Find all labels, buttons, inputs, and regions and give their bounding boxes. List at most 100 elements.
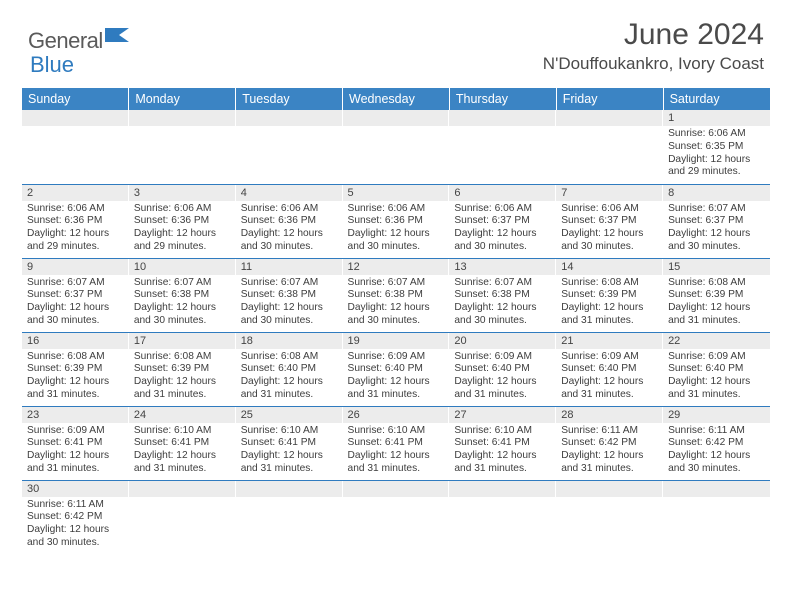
day-number: 18	[236, 333, 343, 349]
day-details: Sunrise: 6:08 AMSunset: 6:39 PMDaylight:…	[129, 349, 236, 405]
day-number: 3	[129, 185, 236, 201]
day-detail-line: and 30 minutes.	[668, 463, 765, 476]
day-detail-line: Sunrise: 6:07 AM	[668, 203, 765, 216]
day-detail-line: Sunset: 6:39 PM	[27, 363, 124, 376]
day-details: Sunrise: 6:11 AMSunset: 6:42 PMDaylight:…	[663, 423, 770, 479]
day-number: 6	[449, 185, 556, 201]
calendar-day-cell: 21Sunrise: 6:09 AMSunset: 6:40 PMDayligh…	[556, 332, 663, 406]
day-number	[343, 481, 450, 497]
day-number	[556, 110, 663, 126]
calendar-day-cell	[663, 480, 770, 554]
day-header: Wednesday	[343, 88, 450, 110]
day-number: 12	[343, 259, 450, 275]
day-detail-line: and 30 minutes.	[241, 315, 338, 328]
day-detail-line: and 31 minutes.	[27, 463, 124, 476]
day-detail-line: Sunset: 6:40 PM	[454, 363, 551, 376]
day-detail-line: Sunset: 6:37 PM	[668, 215, 765, 228]
title-block: June 2024 N'Douffoukankro, Ivory Coast	[543, 18, 764, 74]
calendar-day-cell: 10Sunrise: 6:07 AMSunset: 6:38 PMDayligh…	[129, 258, 236, 332]
day-detail-line: Daylight: 12 hours	[454, 302, 551, 315]
calendar-header-row: SundayMondayTuesdayWednesdayThursdayFrid…	[22, 88, 770, 110]
day-detail-line: Sunset: 6:41 PM	[454, 437, 551, 450]
day-detail-line: Sunrise: 6:06 AM	[454, 203, 551, 216]
calendar-day-cell: 30Sunrise: 6:11 AMSunset: 6:42 PMDayligh…	[22, 480, 129, 554]
day-detail-line: Daylight: 12 hours	[134, 450, 231, 463]
day-detail-line: Sunset: 6:40 PM	[561, 363, 658, 376]
day-number	[236, 110, 343, 126]
day-details: Sunrise: 6:07 AMSunset: 6:38 PMDaylight:…	[343, 275, 450, 331]
calendar-week-row: 2Sunrise: 6:06 AMSunset: 6:36 PMDaylight…	[22, 184, 770, 258]
day-detail-line: Sunrise: 6:09 AM	[348, 351, 445, 364]
day-details: Sunrise: 6:06 AMSunset: 6:37 PMDaylight:…	[556, 201, 663, 257]
calendar-week-row: 23Sunrise: 6:09 AMSunset: 6:41 PMDayligh…	[22, 406, 770, 480]
day-details: Sunrise: 6:07 AMSunset: 6:38 PMDaylight:…	[449, 275, 556, 331]
day-detail-line: and 31 minutes.	[454, 389, 551, 402]
day-detail-line: Daylight: 12 hours	[27, 376, 124, 389]
calendar-body: 1Sunrise: 6:06 AMSunset: 6:35 PMDaylight…	[22, 110, 770, 554]
day-detail-line: and 31 minutes.	[348, 463, 445, 476]
day-detail-line: Daylight: 12 hours	[348, 302, 445, 315]
day-detail-line: and 30 minutes.	[27, 537, 124, 550]
day-detail-line: Sunset: 6:35 PM	[668, 141, 765, 154]
day-detail-line: Sunrise: 6:10 AM	[241, 425, 338, 438]
day-detail-line: Daylight: 12 hours	[27, 302, 124, 315]
day-detail-line: Sunset: 6:36 PM	[27, 215, 124, 228]
day-detail-line: and 31 minutes.	[134, 463, 231, 476]
day-header: Saturday	[663, 88, 770, 110]
day-detail-line: Sunset: 6:39 PM	[561, 289, 658, 302]
calendar-day-cell: 26Sunrise: 6:10 AMSunset: 6:41 PMDayligh…	[343, 406, 450, 480]
day-number: 24	[129, 407, 236, 423]
day-header: Monday	[129, 88, 236, 110]
day-detail-line: Sunset: 6:36 PM	[348, 215, 445, 228]
day-detail-line: and 31 minutes.	[241, 389, 338, 402]
day-details: Sunrise: 6:11 AMSunset: 6:42 PMDaylight:…	[22, 497, 129, 553]
day-detail-line: Sunrise: 6:08 AM	[27, 351, 124, 364]
day-number: 22	[663, 333, 770, 349]
day-number: 7	[556, 185, 663, 201]
day-number: 15	[663, 259, 770, 275]
day-detail-line: Sunset: 6:38 PM	[454, 289, 551, 302]
day-number: 30	[22, 481, 129, 497]
day-number	[449, 110, 556, 126]
day-detail-line: Sunrise: 6:06 AM	[27, 203, 124, 216]
day-detail-line: Sunset: 6:40 PM	[241, 363, 338, 376]
calendar-day-cell: 14Sunrise: 6:08 AMSunset: 6:39 PMDayligh…	[556, 258, 663, 332]
calendar-day-cell: 13Sunrise: 6:07 AMSunset: 6:38 PMDayligh…	[449, 258, 556, 332]
day-detail-line: Sunrise: 6:08 AM	[561, 277, 658, 290]
day-header: Sunday	[22, 88, 129, 110]
calendar-day-cell: 5Sunrise: 6:06 AMSunset: 6:36 PMDaylight…	[343, 184, 450, 258]
day-detail-line: Daylight: 12 hours	[134, 228, 231, 241]
calendar-day-cell: 11Sunrise: 6:07 AMSunset: 6:38 PMDayligh…	[236, 258, 343, 332]
month-title: June 2024	[543, 18, 764, 52]
day-details	[22, 126, 129, 176]
day-details: Sunrise: 6:08 AMSunset: 6:39 PMDaylight:…	[556, 275, 663, 331]
day-detail-line: Sunrise: 6:06 AM	[561, 203, 658, 216]
day-detail-line: Sunset: 6:37 PM	[561, 215, 658, 228]
day-detail-line: Daylight: 12 hours	[561, 302, 658, 315]
day-detail-line: Sunrise: 6:09 AM	[454, 351, 551, 364]
day-detail-line: and 31 minutes.	[454, 463, 551, 476]
day-detail-line: Daylight: 12 hours	[454, 376, 551, 389]
day-number: 4	[236, 185, 343, 201]
day-details: Sunrise: 6:08 AMSunset: 6:39 PMDaylight:…	[663, 275, 770, 331]
day-detail-line: Daylight: 12 hours	[348, 228, 445, 241]
day-detail-line: and 31 minutes.	[348, 389, 445, 402]
day-number: 27	[449, 407, 556, 423]
day-detail-line: and 30 minutes.	[348, 241, 445, 254]
day-number: 5	[343, 185, 450, 201]
day-detail-line: Sunset: 6:41 PM	[134, 437, 231, 450]
logo: General	[28, 18, 131, 55]
calendar-day-cell: 9Sunrise: 6:07 AMSunset: 6:37 PMDaylight…	[22, 258, 129, 332]
day-number: 20	[449, 333, 556, 349]
day-detail-line: Sunset: 6:40 PM	[668, 363, 765, 376]
day-details: Sunrise: 6:07 AMSunset: 6:38 PMDaylight:…	[236, 275, 343, 331]
day-detail-line: Daylight: 12 hours	[241, 376, 338, 389]
day-detail-line: Sunset: 6:36 PM	[241, 215, 338, 228]
calendar-day-cell	[556, 110, 663, 184]
day-detail-line: and 30 minutes.	[241, 241, 338, 254]
day-detail-line: Sunrise: 6:07 AM	[27, 277, 124, 290]
calendar-day-cell: 29Sunrise: 6:11 AMSunset: 6:42 PMDayligh…	[663, 406, 770, 480]
day-details	[129, 126, 236, 176]
logo-flag-icon	[105, 26, 131, 49]
calendar-day-cell: 22Sunrise: 6:09 AMSunset: 6:40 PMDayligh…	[663, 332, 770, 406]
